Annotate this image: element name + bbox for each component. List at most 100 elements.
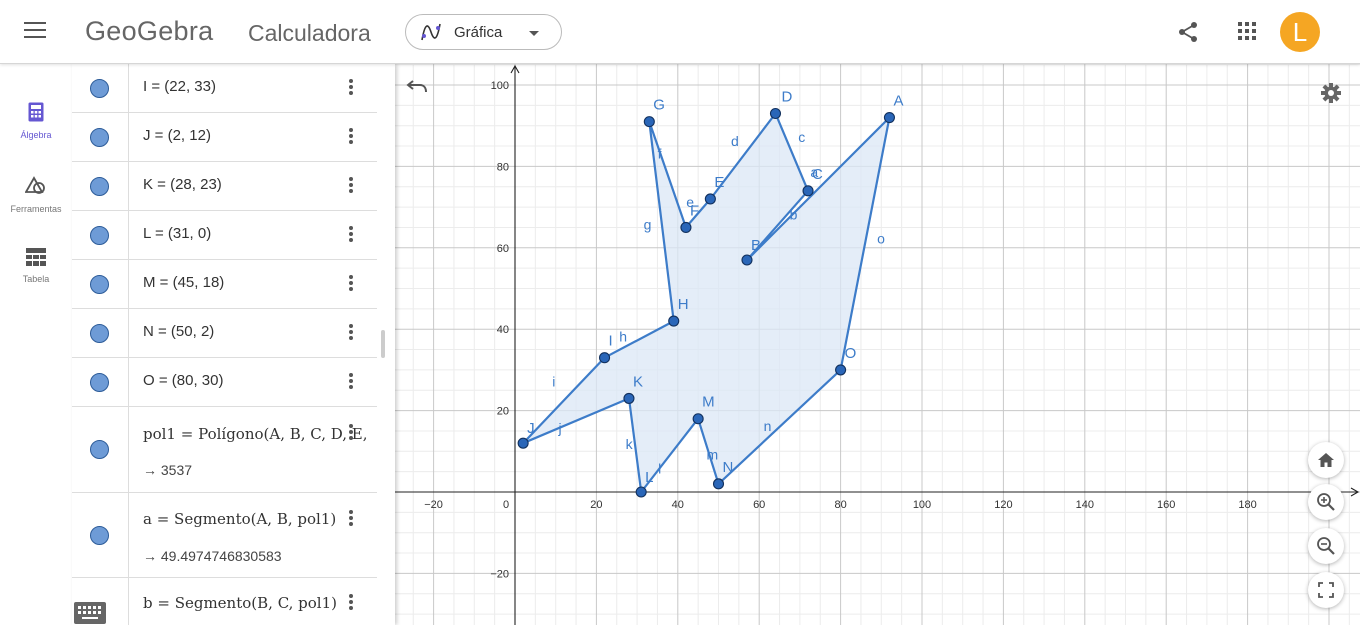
segment-label-l[interactable]: l — [658, 460, 661, 476]
point-label-O[interactable]: O — [845, 345, 857, 362]
point-label-N[interactable]: N — [723, 459, 734, 476]
algebra-expression[interactable]: J = (2, 12) — [143, 127, 211, 144]
algebra-row[interactable]: O = (80, 30) — [72, 358, 377, 407]
visibility-toggle[interactable] — [90, 440, 109, 459]
graphics-view[interactable]: −20 0 20 40 60 80 100 120 140 160 180 100 80 60 40 20 −2… — [395, 64, 1360, 625]
point-D[interactable] — [769, 107, 782, 120]
more-vert-icon[interactable] — [344, 594, 358, 614]
more-vert-icon[interactable] — [344, 79, 358, 99]
algebra-row[interactable]: b = Segmento(B, C, pol1) — [72, 578, 377, 625]
polygon-pol1[interactable] — [522, 112, 891, 494]
more-vert-icon[interactable] — [344, 510, 358, 530]
segment-label-k[interactable]: k — [626, 436, 634, 452]
point-label-J[interactable]: J — [527, 420, 535, 437]
point-B[interactable] — [741, 254, 753, 266]
visibility-toggle[interactable] — [90, 79, 109, 98]
menu-icon[interactable] — [24, 22, 46, 42]
point-L[interactable] — [635, 486, 647, 498]
keyboard-icon[interactable] — [74, 602, 106, 624]
point-G[interactable] — [643, 116, 655, 128]
point-label-I[interactable]: I — [609, 333, 613, 350]
more-vert-icon[interactable] — [344, 324, 358, 344]
algebra-expression[interactable]: N = (50, 2) — [143, 323, 215, 340]
more-vert-icon[interactable] — [344, 177, 358, 197]
algebra-expression[interactable]: K = (28, 23) — [143, 176, 222, 193]
algebra-row[interactable]: I = (22, 33) — [72, 64, 377, 113]
segment-label-c[interactable]: c — [798, 129, 805, 145]
point-E[interactable] — [704, 193, 716, 205]
point-label-K[interactable]: K — [633, 373, 643, 390]
point-label-F[interactable]: F — [690, 202, 699, 219]
point-label-G[interactable]: G — [653, 97, 665, 114]
zoom-in-button[interactable] — [1308, 484, 1344, 520]
segment-label-m[interactable]: m — [706, 446, 718, 462]
algebra-row[interactable]: a = Segmento(A, B, pol1) → 49.4974746830… — [72, 493, 377, 578]
point-label-A[interactable]: A — [893, 93, 903, 110]
algebra-expression[interactable]: L = (31, 0) — [143, 225, 212, 242]
segment-label-j[interactable]: j — [557, 420, 561, 436]
nav-algebra[interactable]: Álgebra — [0, 102, 72, 140]
point-C[interactable] — [802, 185, 814, 197]
point-O[interactable] — [835, 364, 847, 376]
segment-label-d[interactable]: d — [731, 133, 739, 149]
fullscreen-button[interactable] — [1308, 572, 1344, 608]
segment-label-o[interactable]: o — [877, 231, 885, 247]
segment-label-f[interactable]: f — [658, 146, 662, 162]
segment-label-i[interactable]: i — [552, 373, 555, 389]
point-I[interactable] — [598, 352, 611, 364]
nav-tools[interactable]: Ferramentas — [0, 176, 72, 214]
point-K[interactable] — [623, 392, 635, 404]
segment-label-g[interactable]: g — [644, 216, 652, 232]
visibility-toggle[interactable] — [90, 324, 109, 343]
algebra-expression[interactable]: pol1 = Polígono(A, B, C, D, E, F — [143, 425, 373, 443]
point-F[interactable] — [680, 221, 692, 233]
point-J[interactable] — [517, 437, 529, 449]
home-button[interactable] — [1308, 442, 1344, 478]
point-A[interactable] — [883, 112, 895, 124]
algebra-row[interactable]: pol1 = Polígono(A, B, C, D, E, F → 3537 — [72, 407, 377, 493]
algebra-row[interactable]: J = (2, 12) — [72, 113, 377, 162]
more-vert-icon[interactable] — [344, 373, 358, 393]
algebra-expression[interactable]: b = Segmento(B, C, pol1) — [143, 594, 337, 612]
point-N[interactable] — [712, 478, 725, 490]
more-vert-icon[interactable] — [344, 424, 358, 444]
zoom-out-button[interactable] — [1308, 528, 1344, 564]
point-label-H[interactable]: H — [678, 296, 689, 313]
visibility-toggle[interactable] — [90, 128, 109, 147]
segment-label-a[interactable]: a — [810, 164, 818, 180]
point-label-D[interactable]: D — [781, 88, 792, 105]
settings-gear-icon[interactable] — [1320, 82, 1342, 104]
point-label-C[interactable]: C — [812, 166, 823, 183]
undo-icon[interactable] — [405, 78, 429, 96]
user-avatar[interactable]: L — [1280, 12, 1320, 52]
segment-label-h[interactable]: h — [619, 328, 627, 344]
point-label-B[interactable]: B — [751, 237, 761, 254]
point-M[interactable] — [692, 413, 704, 425]
share-icon[interactable] — [1176, 20, 1200, 44]
algebra-row[interactable]: M = (45, 18) — [72, 260, 377, 309]
visibility-toggle[interactable] — [90, 275, 109, 294]
point-label-M[interactable]: M — [702, 394, 715, 411]
segment-label-b[interactable]: b — [790, 206, 798, 222]
more-vert-icon[interactable] — [344, 226, 358, 246]
algebra-expression[interactable]: I = (22, 33) — [143, 78, 216, 95]
algebra-row[interactable]: N = (50, 2) — [72, 309, 377, 358]
visibility-toggle[interactable] — [90, 226, 109, 245]
point-label-E[interactable]: E — [714, 174, 724, 191]
algebra-row[interactable]: L = (31, 0) — [72, 211, 377, 260]
segment-label-n[interactable]: n — [764, 418, 772, 434]
geogebra-logo[interactable]: GeoGebra — [85, 16, 214, 46]
point-H[interactable] — [668, 315, 680, 327]
algebra-expression[interactable]: a = Segmento(A, B, pol1) — [143, 510, 337, 528]
point-label-L[interactable]: L — [645, 469, 653, 486]
apps-grid-icon[interactable] — [1238, 22, 1256, 40]
graph-canvas[interactable]: −20 0 20 40 60 80 100 120 140 160 180 100 80 60 40 20 −2… — [395, 64, 1360, 625]
algebra-expression[interactable]: O = (80, 30) — [143, 372, 224, 389]
more-vert-icon[interactable] — [344, 275, 358, 295]
algebra-row[interactable]: K = (28, 23) — [72, 162, 377, 211]
scrollbar[interactable] — [381, 330, 385, 358]
nav-table[interactable]: Tabela — [0, 248, 72, 284]
more-vert-icon[interactable] — [344, 128, 358, 148]
algebra-expression[interactable]: M = (45, 18) — [143, 274, 225, 291]
segment-label-e[interactable]: e — [686, 194, 694, 210]
